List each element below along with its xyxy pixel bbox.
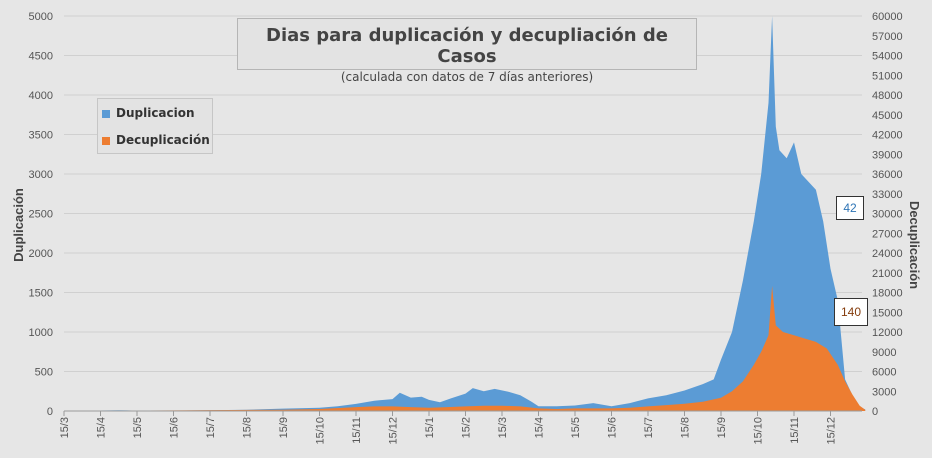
y2-tick-label-14: 42000 (872, 130, 903, 142)
y2-tick-label-8: 24000 (872, 248, 903, 260)
y2-tick-label-7: 21000 (872, 268, 903, 280)
y-tick-label-6: 3000 (29, 169, 53, 181)
y2-tick-label-18: 54000 (872, 51, 903, 63)
y-tick-label-8: 4000 (29, 90, 53, 102)
y2-tick-label-5: 15000 (872, 307, 903, 319)
y-tick-labels: 0 500 1000 1500 2000 2500 3000 3500 4000 4500 5000 (29, 11, 53, 418)
y2-tick-label-20: 60000 (872, 11, 903, 23)
y2-tick-label-3: 9000 (872, 347, 896, 359)
y2-tick-labels: 0 3000 6000 9000 12000 15000 18000 21000 24000 27… (872, 11, 903, 418)
x-tick-label-18: 15/9 (716, 417, 728, 438)
y2-tick-label-12: 36000 (872, 169, 903, 181)
x-tick-label-2: 15/5 (132, 417, 144, 438)
x-tick-label-1: 15/4 (96, 417, 108, 438)
legend-label-decuplicacion: Decuplicación (116, 133, 210, 147)
x-tick-label-9: 15/12 (388, 417, 400, 445)
axes (63, 410, 862, 416)
y2-tick-label-17: 51000 (872, 70, 903, 82)
legend-swatch-duplicacion (102, 109, 110, 118)
y2-tick-label-4: 12000 (872, 327, 903, 339)
x-tick-label-6: 15/9 (278, 417, 290, 438)
callout-decuplicacion: 140 (834, 298, 868, 326)
x-tick-label-0: 15/3 (59, 417, 71, 438)
x-tick-label-15: 15/6 (607, 417, 619, 438)
x-tick-labels: 15/3 15/4 15/5 15/6 15/7 15/8 15/9 15/10 15/11 15… (59, 417, 838, 445)
area-decuplicacion (64, 285, 866, 411)
legend-item-duplicacion: Duplicacion (102, 106, 195, 120)
y2-tick-label-10: 30000 (872, 209, 903, 221)
y2-tick-label-16: 48000 (872, 90, 903, 102)
y-tick-label-5: 2500 (29, 209, 53, 221)
y2-tick-label-15: 45000 (872, 110, 903, 122)
y2-tick-label-6: 18000 (872, 288, 903, 300)
series-areas (64, 16, 866, 411)
legend-swatch-decuplicacion (102, 136, 110, 145)
y-tick-label-0: 0 (47, 406, 53, 418)
y2-tick-label-2: 6000 (872, 367, 896, 379)
x-tick-label-12: 15/3 (497, 417, 509, 438)
title-box: Dias para duplicación y decupliación de … (237, 18, 697, 84)
y2-tick-label-19: 57000 (872, 31, 903, 43)
x-tick-label-5: 15/8 (242, 417, 254, 438)
y-tick-label-4: 2000 (29, 248, 53, 260)
chart-title: Dias para duplicación y decupliación de … (266, 25, 668, 67)
x-tick-label-17: 15/8 (680, 417, 692, 438)
y2-tick-label-11: 33000 (872, 189, 903, 201)
y2-tick-label-0: 0 (872, 406, 878, 418)
x-tick-label-19: 15/10 (753, 417, 765, 445)
x-tick-label-21: 15/12 (826, 417, 838, 445)
y2-tick-label-9: 27000 (872, 228, 903, 240)
y-tick-label-9: 4500 (29, 51, 53, 63)
y-axis-title: Duplicación (11, 188, 26, 262)
x-tick-label-14: 15/5 (570, 417, 582, 438)
legend-item-decuplicacion: Decuplicación (102, 133, 210, 147)
x-tick-label-10: 15/1 (424, 417, 436, 438)
y-tick-label-2: 1000 (29, 327, 53, 339)
y-tick-label-3: 1500 (29, 288, 53, 300)
y-tick-label-1: 500 (35, 367, 53, 379)
legend: Duplicacion Decuplicación (97, 98, 213, 154)
x-tick-label-16: 15/7 (643, 417, 655, 438)
x-tick-label-11: 15/2 (461, 417, 473, 438)
y2-axis-title: Decuplicación (907, 201, 922, 289)
y2-tick-label-13: 39000 (872, 149, 903, 161)
x-tick-label-13: 15/4 (534, 417, 546, 438)
x-tick-label-8: 15/11 (351, 417, 363, 444)
callout-duplicacion: 42 (836, 196, 864, 220)
x-tick-label-7: 15/10 (315, 417, 327, 445)
legend-label-duplicacion: Duplicacion (116, 106, 195, 120)
x-tick-label-20: 15/11 (789, 417, 801, 444)
y-tick-label-7: 3500 (29, 130, 53, 142)
x-tick-label-3: 15/6 (169, 417, 181, 438)
y-tick-label-10: 5000 (29, 11, 53, 23)
x-tick-label-4: 15/7 (205, 417, 217, 438)
chart-subtitle: (calculada con datos de 7 días anteriore… (340, 70, 594, 84)
y2-tick-label-1: 3000 (872, 386, 896, 398)
